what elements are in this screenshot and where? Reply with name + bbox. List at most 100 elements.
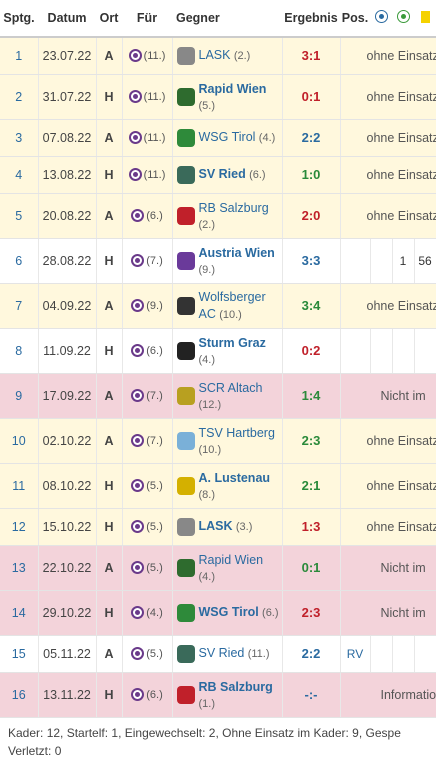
opponent-name[interactable]: Rapid Wien [199,553,264,567]
opponent-name[interactable]: LASK [199,48,231,62]
result-link[interactable]: -:- [282,672,340,717]
matchday-link[interactable]: 14 [0,590,38,635]
opponent-name[interactable]: RB Salzburg [199,680,273,694]
opponent-cell[interactable]: RB Salzburg (1.) [172,672,282,717]
opponent-name[interactable]: Austria Wien [199,246,275,260]
header-matchday[interactable]: Sptg. [0,0,38,37]
for-club-cell[interactable]: (5.) [122,635,172,672]
opponent-name[interactable]: A. Lustenau [199,471,271,485]
for-club-cell[interactable]: (11.) [122,74,172,119]
opponent-cell[interactable]: Austria Wien (9.) [172,238,282,283]
opponent-cell[interactable]: Sturm Graz (4.) [172,328,282,373]
result-link[interactable]: 2:0 [282,193,340,238]
matchday-link[interactable]: 13 [0,545,38,590]
matchday-link[interactable]: 5 [0,193,38,238]
result-link[interactable]: 2:1 [282,463,340,508]
opponent-name[interactable]: LASK [199,519,233,533]
opponent-cell[interactable]: Wolfsberger AC (10.) [172,283,282,328]
opponent-cell[interactable]: SV Ried (6.) [172,156,282,193]
matchday-link[interactable]: 2 [0,74,38,119]
opponent-cell[interactable]: WSG Tirol (4.) [172,119,282,156]
matchday-link[interactable]: 12 [0,508,38,545]
header-venue[interactable]: Ort [96,0,122,37]
opponent-name[interactable]: WSG Tirol [199,605,259,619]
opponent-cell[interactable]: Rapid Wien (5.) [172,74,282,119]
for-club-cell[interactable]: (7.) [122,238,172,283]
result-link[interactable]: 0:1 [282,74,340,119]
opponent-cell[interactable]: A. Lustenau (8.) [172,463,282,508]
opponent-name[interactable]: Sturm Graz [199,336,266,350]
for-club-cell[interactable]: (6.) [122,328,172,373]
for-club-cell[interactable]: (11.) [122,156,172,193]
result-link[interactable]: 3:3 [282,238,340,283]
result-link[interactable]: 2:2 [282,635,340,672]
matchday-link[interactable]: 9 [0,373,38,418]
header-opponent[interactable]: Gegner [172,0,282,37]
result-link[interactable]: 1:4 [282,373,340,418]
matchday-link[interactable]: 6 [0,238,38,283]
result-link[interactable]: 0:2 [282,328,340,373]
opponent-cell[interactable]: Rapid Wien (4.) [172,545,282,590]
result-link[interactable]: 3:4 [282,283,340,328]
opponent-name[interactable]: SV Ried [199,167,246,181]
matchday-link[interactable]: 8 [0,328,38,373]
opponent-cell[interactable]: LASK (3.) [172,508,282,545]
opponent-cell[interactable]: TSV Hartberg (10.) [172,418,282,463]
opponent-name[interactable]: SV Ried [199,646,245,660]
opponent-name[interactable]: RB Salzburg [199,201,269,215]
matchday-link[interactable]: 16 [0,672,38,717]
opponent-name[interactable]: WSG Tirol [199,130,256,144]
for-club-cell[interactable]: (5.) [122,463,172,508]
opponent-name[interactable]: Rapid Wien [199,82,267,96]
result-link[interactable]: 2:2 [282,119,340,156]
result-link[interactable]: 2:3 [282,418,340,463]
for-club-cell[interactable]: (5.) [122,545,172,590]
opponent-cell[interactable]: RB Salzburg (2.) [172,193,282,238]
result-link[interactable]: 3:1 [282,37,340,74]
matchday-link[interactable]: 3 [0,119,38,156]
header-position[interactable]: Pos. [340,0,370,37]
opponent-cell[interactable]: LASK (2.) [172,37,282,74]
for-club-cell[interactable]: (5.) [122,508,172,545]
matchday-link[interactable]: 1 [0,37,38,74]
for-club-cell[interactable]: (6.) [122,672,172,717]
matchday-link[interactable]: 10 [0,418,38,463]
opponent-name[interactable]: TSV Hartberg [199,426,275,440]
for-club-cell[interactable]: (7.) [122,418,172,463]
opponent-cell[interactable]: WSG Tirol (6.) [172,590,282,635]
opponent-cell[interactable]: SCR Altach (12.) [172,373,282,418]
for-club-cell[interactable]: (11.) [122,37,172,74]
for-club-cell[interactable]: (7.) [122,373,172,418]
result-link[interactable]: 0:1 [282,545,340,590]
matchday-link[interactable]: 15 [0,635,38,672]
for-club-cell[interactable]: (4.) [122,590,172,635]
matchday-link[interactable]: 7 [0,283,38,328]
opponent-name[interactable]: SCR Altach [199,381,263,395]
result-link[interactable]: 1:3 [282,508,340,545]
result-link[interactable]: 1:0 [282,156,340,193]
header-result[interactable]: Ergebnis [282,0,340,37]
opponent-cell[interactable]: SV Ried (11.) [172,635,282,672]
result-link[interactable]: 2:3 [282,590,340,635]
for-club-cell[interactable]: (11.) [122,119,172,156]
for-club-cell[interactable]: (9.) [122,283,172,328]
header-for[interactable]: Für [122,0,172,37]
header-date[interactable]: Datum [38,0,96,37]
matchday-link[interactable]: 11 [0,463,38,508]
matchday-link[interactable]: 4 [0,156,38,193]
